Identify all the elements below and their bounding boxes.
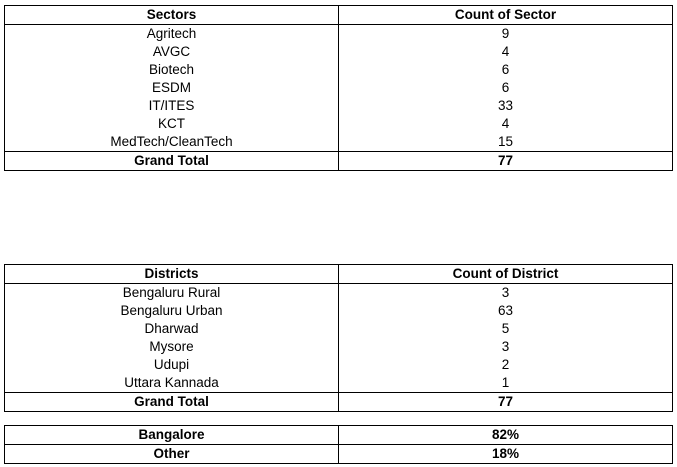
location-label: Other: [4, 444, 339, 464]
table-header-row: Sectors Count of Sector: [4, 5, 673, 25]
table-row: AVGC 4: [4, 43, 673, 61]
location-label: Bangalore: [4, 425, 339, 445]
table-row: Uttara Kannada 1: [4, 374, 673, 393]
sector-count: 33: [338, 97, 673, 115]
sector-count: 4: [338, 43, 673, 61]
sector-name: ESDM: [4, 79, 339, 97]
grand-total-row: Grand Total 77: [4, 151, 673, 171]
sector-name: MedTech/CleanTech: [4, 133, 339, 152]
table-row: Bengaluru Rural 3: [4, 283, 673, 302]
district-name: Bengaluru Urban: [4, 302, 339, 320]
table-row: Other 18%: [4, 444, 673, 464]
column-header-count-of-district: Count of District: [338, 264, 673, 284]
sector-count: 6: [338, 61, 673, 79]
sector-count: 9: [338, 24, 673, 43]
sector-name: Agritech: [4, 24, 339, 43]
table-row: Bengaluru Urban 63: [4, 302, 673, 320]
districts-table: Districts Count of District Bengaluru Ru…: [4, 264, 673, 412]
table-row: ESDM 6: [4, 79, 673, 97]
district-count: 1: [338, 374, 673, 393]
district-count: 3: [338, 283, 673, 302]
sector-name: KCT: [4, 115, 339, 133]
table-row: Mysore 3: [4, 338, 673, 356]
table-row: Biotech 6: [4, 61, 673, 79]
sectors-table: Sectors Count of Sector Agritech 9 AVGC …: [4, 5, 673, 171]
district-count: 63: [338, 302, 673, 320]
table-row: Udupi 2: [4, 356, 673, 374]
column-header-sectors: Sectors: [4, 5, 339, 25]
grand-total-value: 77: [338, 392, 673, 412]
grand-total-label: Grand Total: [4, 151, 339, 171]
table-row: KCT 4: [4, 115, 673, 133]
sector-count: 6: [338, 79, 673, 97]
district-name: Udupi: [4, 356, 339, 374]
district-count: 3: [338, 338, 673, 356]
sector-count: 15: [338, 133, 673, 152]
grand-total-row: Grand Total 77: [4, 392, 673, 412]
sector-count: 4: [338, 115, 673, 133]
table-row: MedTech/CleanTech 15: [4, 133, 673, 152]
district-count: 5: [338, 320, 673, 338]
district-name: Mysore: [4, 338, 339, 356]
district-name: Uttara Kannada: [4, 374, 339, 393]
location-percentage: 18%: [338, 444, 673, 464]
grand-total-label: Grand Total: [4, 392, 339, 412]
table-header-row: Districts Count of District: [4, 264, 673, 284]
location-split-table: Bangalore 82% Other 18%: [4, 425, 673, 464]
sector-name: IT/ITES: [4, 97, 339, 115]
table-row: Dharwad 5: [4, 320, 673, 338]
table-row: Agritech 9: [4, 24, 673, 43]
grand-total-value: 77: [338, 151, 673, 171]
sector-name: Biotech: [4, 61, 339, 79]
district-name: Bengaluru Rural: [4, 283, 339, 302]
location-percentage: 82%: [338, 425, 673, 445]
sector-name: AVGC: [4, 43, 339, 61]
column-header-count-of-sector: Count of Sector: [338, 5, 673, 25]
district-count: 2: [338, 356, 673, 374]
column-header-districts: Districts: [4, 264, 339, 284]
table-row: Bangalore 82%: [4, 425, 673, 445]
district-name: Dharwad: [4, 320, 339, 338]
table-row: IT/ITES 33: [4, 97, 673, 115]
